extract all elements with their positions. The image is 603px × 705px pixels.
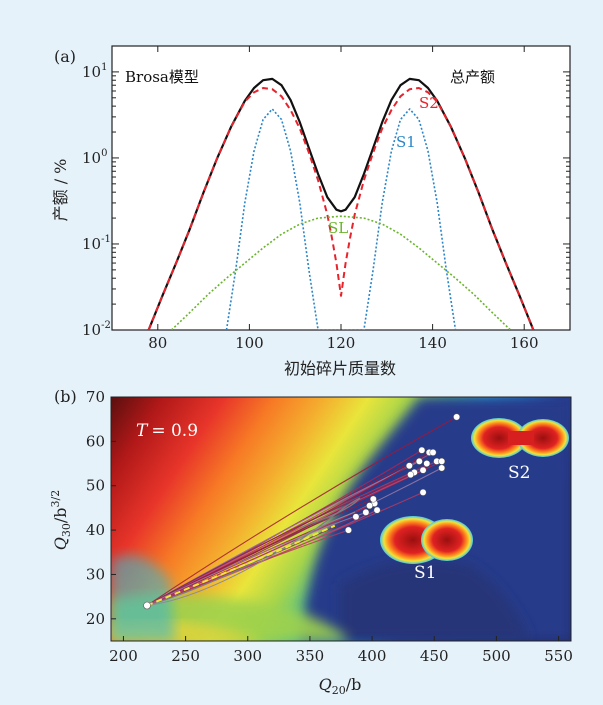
trajectory-endpoint bbox=[345, 527, 351, 533]
x-tick-label: 400 bbox=[358, 647, 387, 665]
y-tick-label: 10-2 bbox=[82, 320, 111, 339]
x-tick-label: 300 bbox=[233, 647, 262, 665]
s2-shape-neck bbox=[508, 431, 534, 445]
y-tick-label: 30 bbox=[86, 565, 105, 583]
panel-b-label: (b) bbox=[54, 387, 77, 406]
panel-a-x-axis-title: 初始碎片质量数 bbox=[284, 359, 396, 378]
trajectory-endpoint bbox=[453, 414, 459, 420]
trajectory-endpoint bbox=[420, 489, 426, 495]
y-tick-label: 101 bbox=[82, 62, 107, 81]
panel-b-x-axis-title: Q20/b bbox=[319, 675, 362, 697]
s2-annotation: S2 bbox=[419, 94, 439, 112]
trajectory-endpoint bbox=[416, 458, 422, 464]
s1-shape bbox=[380, 516, 473, 564]
x-tick-label: 160 bbox=[510, 334, 539, 352]
y-tick-label: 20 bbox=[86, 610, 105, 628]
y-tick-label: 40 bbox=[86, 521, 105, 539]
panel-a-y-axis-title: 产额 / % bbox=[51, 159, 70, 222]
x-tick-label: 450 bbox=[420, 647, 449, 665]
trajectory-endpoint bbox=[419, 447, 425, 453]
panel-a-label: (a) bbox=[54, 47, 76, 66]
y-tick-label: 50 bbox=[86, 477, 105, 495]
trajectory-endpoint bbox=[424, 460, 430, 466]
panel-b-y-axis-title: Q30/b3/2 bbox=[49, 490, 73, 550]
x-tick-label: 250 bbox=[171, 647, 200, 665]
trajectory-endpoint bbox=[370, 496, 376, 502]
trajectory-start-point bbox=[144, 602, 151, 609]
x-tick-label: 500 bbox=[482, 647, 511, 665]
s1-annotation: S1 bbox=[396, 133, 416, 151]
panel-a: (a) 80 100 120 140 160 10-2 10-1 100 101 Brosa模… bbox=[51, 46, 570, 378]
panel-b: (b) T = 0.9 S1 S2 200 250 300 350 400 450 500 55… bbox=[49, 387, 573, 697]
trajectory-endpoint bbox=[420, 467, 426, 473]
s1-shape-right-lobe bbox=[421, 519, 473, 561]
x-tick-label: 350 bbox=[296, 647, 325, 665]
x-tick-label: 120 bbox=[327, 334, 356, 352]
trajectory-endpoint bbox=[406, 463, 412, 469]
trajectory-endpoint bbox=[439, 465, 445, 471]
x-tick-label: 550 bbox=[544, 647, 573, 665]
s2-shape-label: S2 bbox=[508, 463, 530, 483]
trajectory-endpoint bbox=[430, 449, 436, 455]
model-annotation: Brosa模型 bbox=[125, 68, 199, 86]
s1-shape-label: S1 bbox=[414, 563, 436, 583]
x-tick-label: 100 bbox=[235, 334, 264, 352]
trajectory-endpoint bbox=[353, 514, 359, 520]
x-tick-label: 80 bbox=[148, 334, 167, 352]
total-yield-annotation: 总产额 bbox=[450, 68, 495, 86]
sl-annotation: SL bbox=[328, 219, 348, 237]
x-tick-label: 140 bbox=[418, 334, 447, 352]
trajectory-endpoint bbox=[439, 458, 445, 464]
y-tick-label: 10-1 bbox=[82, 234, 111, 253]
trajectory-endpoint bbox=[407, 471, 413, 477]
panel-b-heatmap: T = 0.9 S1 S2 bbox=[111, 397, 571, 641]
panel-a-plot-area bbox=[112, 46, 570, 330]
y-tick-label: 100 bbox=[82, 148, 107, 167]
y-tick-label: 60 bbox=[86, 432, 105, 450]
y-tick-label: 70 bbox=[86, 388, 105, 406]
trajectory-endpoint bbox=[363, 509, 369, 515]
trajectory-endpoint bbox=[366, 502, 372, 508]
trajectory-endpoint bbox=[374, 507, 380, 513]
temperature-label: T = 0.9 bbox=[136, 421, 198, 441]
x-tick-label: 200 bbox=[109, 647, 138, 665]
